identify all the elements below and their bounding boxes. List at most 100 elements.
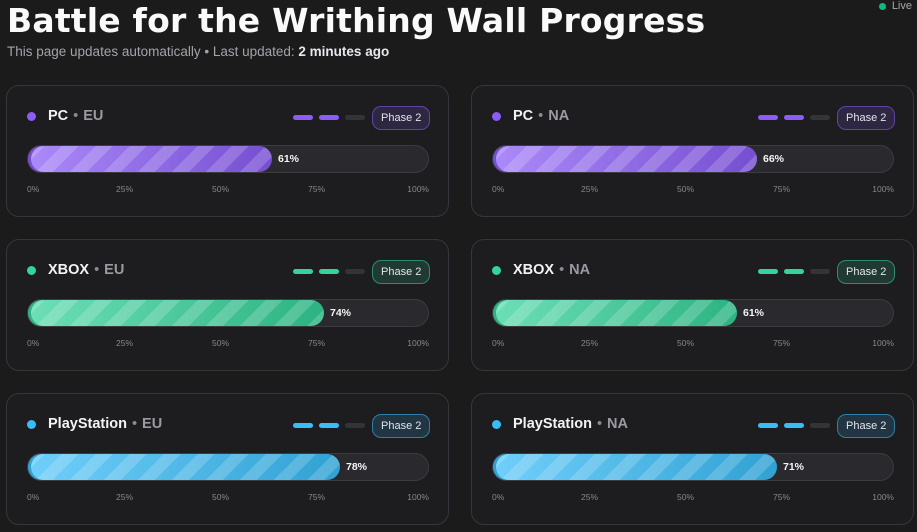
live-indicator: Live <box>878 0 912 12</box>
phase-step-pending <box>345 115 365 120</box>
axis-tick-label: 0% <box>492 184 505 194</box>
phase-step-complete <box>293 269 313 274</box>
axis-tick-label: 75% <box>773 338 791 348</box>
phase-step-indicator <box>293 423 365 428</box>
region-name: EU <box>83 108 104 124</box>
axis-tick-label: 25% <box>116 492 134 502</box>
card-title: PlayStation • EU <box>27 416 162 432</box>
region-name: NA <box>607 416 628 432</box>
progress-card: XBOX • NA Phase 2 61% 0% 25% 50% 75% 100… <box>471 239 914 371</box>
axis-tick-label: 25% <box>581 492 599 502</box>
phase-badge: Phase 2 <box>837 260 896 284</box>
platform-name: XBOX <box>48 262 90 278</box>
axis-tick-label: 100% <box>872 492 894 502</box>
last-updated-time: 2 minutes ago <box>298 44 390 59</box>
phase-step-indicator <box>758 115 830 120</box>
progress-card: PlayStation • NA Phase 2 71% 0% 25% 50% … <box>471 393 914 525</box>
phase-badge: Phase 2 <box>372 414 431 438</box>
axis-tick-label: 100% <box>872 184 894 194</box>
platform-name: PlayStation <box>48 416 127 432</box>
axis-tick-label: 75% <box>308 338 326 348</box>
separator-dot: • <box>131 416 138 432</box>
region-name: NA <box>569 262 591 278</box>
phase-step-complete <box>784 423 804 428</box>
platform-name: PC <box>513 108 534 124</box>
separator-dot: • <box>73 108 79 124</box>
axis-tick-label: 75% <box>773 492 791 502</box>
page-title: Battle for the Writhing Wall Progress <box>7 1 706 40</box>
progress-track: 78% <box>27 453 429 481</box>
phase-step-pending <box>810 269 830 274</box>
phase-step-pending <box>345 269 365 274</box>
phase-step-pending <box>810 423 830 428</box>
progress-fill <box>28 146 272 172</box>
progress-fill <box>28 300 324 326</box>
phase-badge: Phase 2 <box>372 106 431 130</box>
axis-tick-label: 50% <box>212 492 230 502</box>
progress-card: PlayStation • EU Phase 2 78% 0% 25% 50% … <box>6 393 449 525</box>
phase-step-indicator <box>758 423 830 428</box>
progress-percent-label: 78% <box>346 461 368 473</box>
axis-tick-label: 50% <box>677 184 695 194</box>
progress-card-grid: PC • EU Phase 2 61% 0% 25% 50% 75% 100% … <box>6 85 914 532</box>
subtitle-prefix: This page updates automatically • Last u… <box>7 44 299 59</box>
region-name: EU <box>142 416 163 432</box>
phase-step-indicator <box>758 269 830 274</box>
phase-step-complete <box>758 423 778 428</box>
progress-fill <box>28 454 340 480</box>
axis-tick-label: 100% <box>407 338 429 348</box>
platform-dot-icon <box>27 265 36 275</box>
phase-step-complete <box>758 269 778 274</box>
progress-percent-label: 61% <box>743 307 765 319</box>
axis-tick-label: 25% <box>116 184 134 194</box>
progress-fill <box>493 146 757 172</box>
page-subtitle: This page updates automatically • Last u… <box>7 44 389 59</box>
platform-dot-icon <box>492 419 501 429</box>
progress-track: 66% <box>492 145 894 173</box>
axis-tick-label: 25% <box>581 184 599 194</box>
phase-step-indicator <box>293 269 365 274</box>
phase-step-complete <box>293 423 313 428</box>
card-title: PlayStation • NA <box>492 416 628 432</box>
progress-card: PC • EU Phase 2 61% 0% 25% 50% 75% 100% <box>6 85 449 217</box>
axis-tick-label: 25% <box>116 338 134 348</box>
axis-tick-label: 100% <box>407 492 429 502</box>
region-name: NA <box>548 108 570 124</box>
platform-name: XBOX <box>513 262 555 278</box>
separator-dot: • <box>538 108 544 124</box>
progress-card: PC • NA Phase 2 66% 0% 25% 50% 75% 100% <box>471 85 914 217</box>
axis-tick-label: 0% <box>27 184 40 194</box>
axis-tick-label: 100% <box>407 184 429 194</box>
phase-step-complete <box>784 115 804 120</box>
progress-percent-label: 66% <box>763 153 785 165</box>
platform-dot-icon <box>27 111 36 121</box>
axis-tick-label: 50% <box>212 338 230 348</box>
card-title: XBOX • NA <box>492 262 590 278</box>
platform-name: PlayStation <box>513 416 592 432</box>
phase-badge: Phase 2 <box>837 414 896 438</box>
axis-tick-label: 50% <box>677 492 695 502</box>
live-status-dot-icon <box>878 2 886 10</box>
phase-step-complete <box>293 115 313 120</box>
card-title: PC • NA <box>492 108 569 124</box>
live-label: Live <box>891 0 912 12</box>
progress-track: 61% <box>27 145 429 173</box>
phase-step-pending <box>345 423 365 428</box>
axis-tick-label: 0% <box>492 338 505 348</box>
phase-step-indicator <box>293 115 365 120</box>
phase-step-complete <box>784 269 804 274</box>
phase-step-complete <box>319 269 339 274</box>
phase-step-complete <box>319 115 339 120</box>
axis-tick-label: 100% <box>872 338 894 348</box>
phase-step-pending <box>810 115 830 120</box>
axis-tick-label: 0% <box>492 492 505 502</box>
progress-percent-label: 74% <box>330 307 352 319</box>
separator-dot: • <box>596 416 603 432</box>
progress-fill <box>493 454 777 480</box>
progress-fill <box>493 300 737 326</box>
progress-percent-label: 61% <box>278 153 300 165</box>
platform-name: PC <box>48 108 69 124</box>
region-name: EU <box>104 262 125 278</box>
axis-tick-label: 75% <box>773 184 791 194</box>
separator-dot: • <box>559 262 565 278</box>
